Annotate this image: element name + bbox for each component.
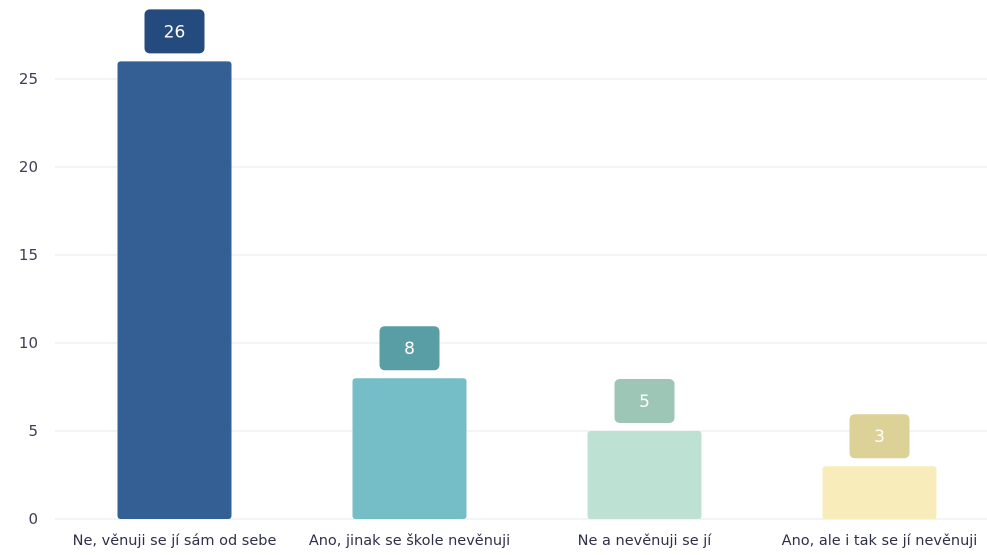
y-tick-label-10: 10 <box>19 334 38 352</box>
y-tick-label-25: 25 <box>19 70 38 88</box>
data-label-2: 5 <box>639 392 650 412</box>
bars <box>117 61 937 520</box>
data-label-1: 8 <box>404 339 415 359</box>
data-label-0: 26 <box>164 22 186 42</box>
x-tick-label-3: Ano, ale i tak se jí nevěnuji <box>782 533 978 549</box>
y-tick-label-20: 20 <box>19 158 38 176</box>
bar-1 <box>352 378 467 519</box>
data-labels: 26 8 5 3 <box>144 9 910 459</box>
y-tick-label-0: 0 <box>28 510 38 528</box>
data-label-box-3 <box>849 414 910 459</box>
bar-3 <box>822 466 937 519</box>
data-label-box-2 <box>614 379 675 423</box>
x-tick-label-0: Ne, věnuji se jí sám od sebe <box>73 533 277 549</box>
data-label-box-1 <box>379 326 440 371</box>
y-tick-label-5: 5 <box>28 422 38 440</box>
bar-0 <box>117 61 232 520</box>
x-tick-label-2: Ne a nevěnuji se jí <box>578 533 713 549</box>
x-tick-label-1: Ano, jinak se škole nevěnuji <box>309 533 510 549</box>
y-axis: 0 5 10 15 20 25 <box>19 70 38 528</box>
x-axis: Ne, věnuji se jí sám od sebe Ano, jinak s… <box>73 533 978 549</box>
data-label-box-0 <box>144 9 205 54</box>
bar-2 <box>587 431 702 519</box>
y-tick-label-15: 15 <box>19 246 38 264</box>
data-label-3: 3 <box>874 427 885 447</box>
